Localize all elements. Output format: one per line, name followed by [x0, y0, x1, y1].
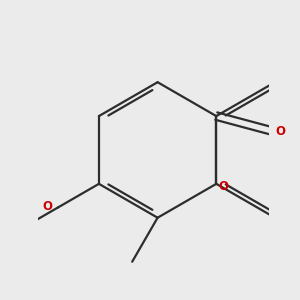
Text: O: O: [219, 180, 229, 193]
Text: O: O: [43, 200, 52, 213]
Text: O: O: [275, 125, 285, 138]
